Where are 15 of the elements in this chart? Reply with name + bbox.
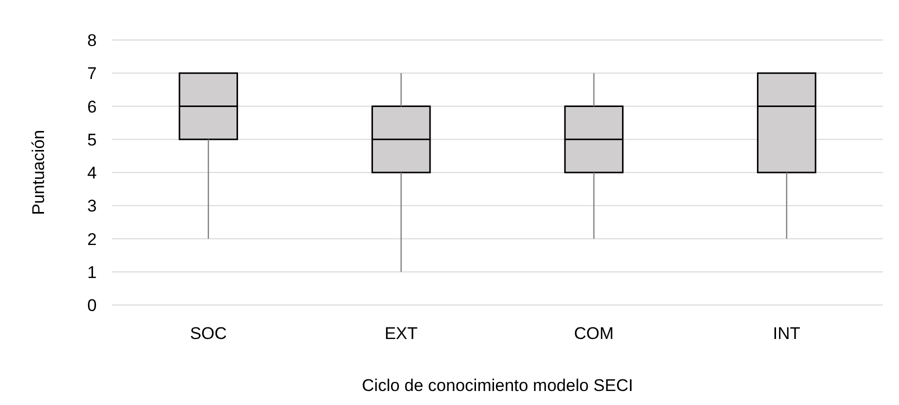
x-tick-label: EXT — [384, 324, 418, 343]
y-tick-label: 5 — [87, 130, 97, 150]
x-axis-title: Ciclo de conocimiento modelo SECI — [362, 376, 634, 395]
y-tick-label: 4 — [87, 164, 97, 182]
y-tick-label: 0 — [87, 296, 97, 315]
x-tick-label: COM — [574, 324, 614, 343]
y-tick-label: 3 — [87, 196, 97, 216]
y-tick-label: 6 — [87, 97, 97, 116]
y-tick-label: 7 — [87, 64, 97, 84]
x-tick-label: INT — [772, 324, 800, 343]
y-axis-title: Puntuación — [29, 130, 48, 216]
x-tick-label: SOC — [190, 324, 227, 343]
y-tick-label: 1 — [87, 262, 97, 282]
y-tick-label: 8 — [87, 31, 97, 50]
y-tick-label: 2 — [87, 230, 97, 249]
